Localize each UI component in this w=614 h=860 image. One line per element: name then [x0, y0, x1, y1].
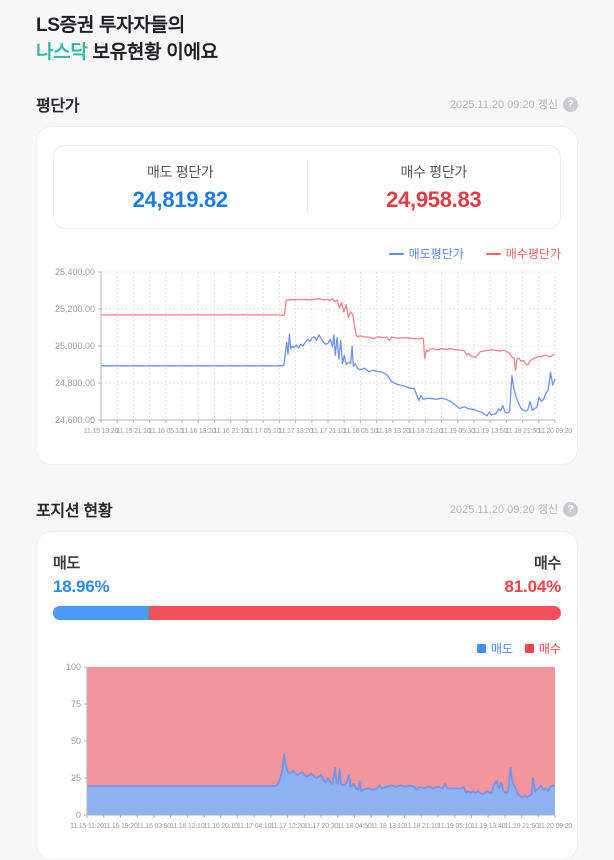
pos-chart-legend: 매도 매수: [53, 640, 561, 657]
legend-item[interactable]: 매수: [524, 640, 561, 657]
avg-chart: 25,400.00 25,200.00 25,000.00 24,800.00 24,6…: [53, 266, 573, 444]
svg-text:11.19 13:40: 11.19 13:40: [471, 823, 506, 830]
svg-text:11.18 13:20: 11.18 13:20: [376, 428, 411, 435]
legend-square-icon: [524, 644, 534, 653]
legend-square-icon: [476, 644, 486, 653]
svg-text:11.15 11:20: 11.15 11:20: [70, 823, 104, 830]
svg-text:11.15 19:20: 11.15 19:20: [103, 823, 138, 830]
buy-side-label: 매수: [533, 555, 561, 572]
help-icon[interactable]: ?: [563, 96, 578, 112]
divider: [306, 161, 308, 213]
svg-text:11.17 04:10: 11.17 04:10: [237, 823, 272, 830]
pos-updated-text: 2025.11.20 09:20 갱신: [449, 504, 558, 516]
avg-line-chart: 25,400.00 25,200.00 25,000.00 24,800.00 24,6…: [55, 267, 573, 435]
sell-side-label: 매도: [53, 555, 81, 572]
avg-chart-legend: 매도평단가 매수평단가: [53, 245, 561, 262]
legend-item[interactable]: 매도: [476, 640, 513, 657]
legend-label: 매도: [490, 642, 513, 656]
svg-text:11.17 05:10: 11.17 05:10: [246, 428, 281, 435]
legend-item[interactable]: 매도평단가: [388, 245, 464, 262]
svg-text:11.16 12:10: 11.16 12:10: [170, 823, 205, 830]
position-card: 매도 매수 18.96% 81.04% 매도 매수 100 75 50 25 0 11.15…: [36, 531, 578, 860]
svg-text:11.17 12:20: 11.17 12:20: [270, 823, 305, 830]
avg-price-card: 매도 평단가 24,819.82 매수 평단가 24,958.83 매도평단가 매…: [36, 126, 578, 465]
svg-text:11.18 13:10: 11.18 13:10: [371, 823, 406, 830]
legend-line-icon: [388, 252, 404, 255]
svg-text:11.18 04:50: 11.18 04:50: [337, 823, 372, 830]
sell-avg-label: 매도 평단가: [147, 163, 214, 180]
svg-text:11.19 13:50: 11.19 13:50: [473, 428, 508, 435]
svg-text:50: 50: [71, 736, 81, 746]
svg-text:25,200.00: 25,200.00: [55, 304, 95, 314]
svg-text:11.17 21:10: 11.17 21:10: [311, 428, 346, 435]
svg-text:11.20 09:20: 11.20 09:20: [538, 823, 573, 830]
help-icon[interactable]: ?: [563, 501, 578, 517]
page-title: LS증권 투자자들의 나스닥 보유현황 이에요: [36, 12, 578, 66]
svg-text:11.19 05:10: 11.19 05:10: [438, 823, 473, 830]
buy-avg-cell: 매수 평단가 24,958.83: [308, 162, 561, 213]
avg-section-header: 평단가 2025.11.20 09:20 갱신 ?: [36, 92, 578, 116]
svg-text:11.19 21:50: 11.19 21:50: [504, 823, 539, 830]
svg-text:11.18 05:10: 11.18 05:10: [343, 428, 378, 435]
svg-text:24,800.00: 24,800.00: [55, 378, 95, 388]
position-bar-sell: [53, 606, 150, 620]
avg-section-title: 평단가: [36, 98, 80, 115]
svg-text:11.16 21:10: 11.16 21:10: [214, 428, 249, 435]
svg-text:11.16 20:10: 11.16 20:10: [204, 823, 239, 830]
svg-text:25,400.00: 25,400.00: [55, 267, 95, 277]
pos-chart: 100 75 50 25 0 11.15 11:20 11.15 19:20 11.16 03…: [53, 661, 573, 839]
svg-text:11.19 21:50: 11.19 21:50: [505, 428, 540, 435]
pos-section-title: 포지션 현황: [36, 503, 113, 520]
legend-label: 매수평단가: [505, 247, 561, 261]
svg-text:100: 100: [66, 662, 81, 672]
svg-text:11.16 13:20: 11.16 13:20: [181, 428, 216, 435]
svg-text:11.16 03:50: 11.16 03:50: [137, 823, 172, 830]
svg-text:11.18 21:10: 11.18 21:10: [404, 823, 439, 830]
position-percents: 18.96% 81.04%: [53, 577, 561, 597]
svg-text:25,000.00: 25,000.00: [55, 341, 95, 351]
svg-text:11.18 21:20: 11.18 21:20: [408, 428, 443, 435]
legend-line-icon: [485, 252, 501, 255]
sell-avg-value: 24,819.82: [132, 186, 228, 212]
pos-area-chart: 100 75 50 25 0 11.15 11:20 11.15 19:20 11.16 03…: [66, 662, 573, 830]
page-title-line1: LS증권 투자자들의: [36, 15, 185, 36]
avg-updated-text: 2025.11.20 09:20 갱신: [449, 99, 558, 111]
avg-price-box: 매도 평단가 24,819.82 매수 평단가 24,958.83: [53, 145, 561, 229]
avg-updated: 2025.11.20 09:20 갱신 ?: [450, 96, 578, 112]
svg-text:11.19 05:30: 11.19 05:30: [441, 428, 476, 435]
svg-text:11.15 13:20: 11.15 13:20: [84, 428, 119, 435]
svg-text:11.20 09:20: 11.20 09:20: [538, 428, 573, 435]
svg-text:11.17 20:30: 11.17 20:30: [304, 823, 339, 830]
page-title-line2: 나스닥 보유현황 이에요: [36, 39, 578, 66]
pos-section-header: 포지션 현황 2025.11.20 09:20 갱신 ?: [36, 497, 578, 521]
svg-text:0: 0: [76, 810, 81, 820]
legend-item[interactable]: 매수평단가: [485, 245, 561, 262]
svg-text:11.17 13:20: 11.17 13:20: [278, 428, 313, 435]
svg-text:11.15 21:10: 11.15 21:10: [116, 428, 151, 435]
svg-text:25: 25: [71, 773, 81, 783]
legend-label: 매도평단가: [408, 247, 464, 261]
buy-avg-value: 24,958.83: [386, 186, 482, 212]
pos-updated: 2025.11.20 09:20 갱신 ?: [450, 501, 578, 517]
buy-avg-label: 매수 평단가: [400, 163, 468, 180]
legend-label: 매수: [538, 642, 561, 656]
sell-percent: 18.96%: [53, 577, 110, 596]
market-name: 나스닥: [36, 42, 88, 63]
svg-text:24,600.00: 24,600.00: [55, 415, 95, 425]
position-labels: 매도 매수: [53, 552, 561, 573]
buy-percent: 81.04%: [504, 577, 562, 596]
page-title-rest: 보유현황 이에요: [87, 42, 219, 63]
position-ratio-bar: [53, 606, 561, 620]
svg-text:11.16 05:10: 11.16 05:10: [149, 428, 184, 435]
svg-text:75: 75: [71, 699, 81, 709]
sell-avg-cell: 매도 평단가 24,819.82: [54, 162, 307, 213]
